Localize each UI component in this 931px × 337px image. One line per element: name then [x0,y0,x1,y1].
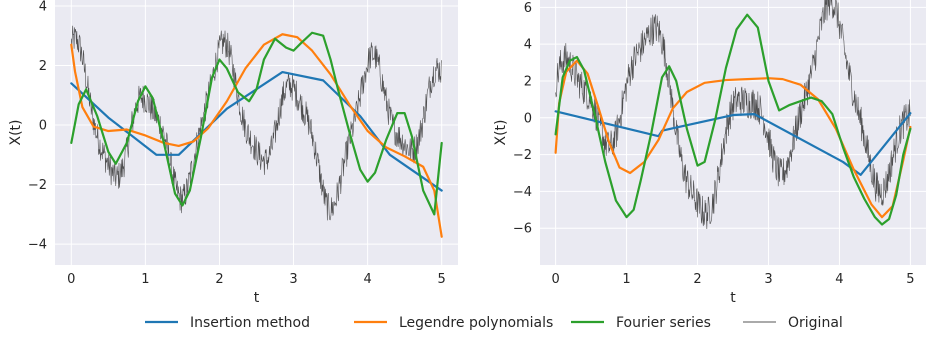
legendre-polynomials-series-line [70,33,443,238]
plot-lines [70,25,443,238]
x-tick-label: 0 [67,272,75,287]
right-panel: 0 1 2 3 4 5 −6 −4 −2 0 2 4 6 t X(t) [493,0,926,306]
y-tick-label: 6 [524,1,532,16]
y-tick-label: 4 [39,0,47,14]
y-tick-label: 2 [39,59,47,74]
legend: Insertion method Legendre polynomials Four… [145,315,843,331]
x-tick-label: 2 [693,272,701,287]
fourier-series-series-line [70,31,443,216]
left-panel: 0 1 2 3 4 5 −4 −2 0 2 4 t X(t) [8,0,458,306]
y-tick-label: −4 [513,185,532,200]
insertion-method-series-line [554,110,912,176]
y-tick-label: 4 [524,38,532,53]
original-series-line [71,25,442,221]
x-tick-label: 0 [551,272,559,287]
x-tick-label: 1 [622,272,630,287]
x-tick-label: 3 [289,272,297,287]
y-tick-label: 2 [524,74,532,89]
plot-area [55,0,458,265]
x-tick-label: 3 [764,272,772,287]
plot-lines [554,0,912,230]
x-tick-label: 4 [835,272,843,287]
y-axis-label: X(t) [8,119,24,145]
x-tick-label: 5 [906,272,914,287]
x-tick-label: 1 [141,272,149,287]
original-series-line [555,0,911,230]
y-tick-label: −6 [513,222,532,237]
legend-label: Legendre polynomials [399,315,553,331]
x-tick-label: 5 [438,272,446,287]
x-axis-label: t [254,290,260,306]
y-tick-label: 0 [524,111,532,126]
y-tick-label: −2 [513,148,532,163]
x-axis-label: t [730,290,736,306]
y-tick-label: 0 [39,119,47,134]
x-tick-label: 4 [363,272,371,287]
y-axis-label: X(t) [493,119,509,145]
legend-label: Fourier series [616,315,711,331]
fourier-series-series-line [554,13,912,226]
legend-label: Insertion method [190,315,310,331]
y-tick-label: −2 [28,178,47,193]
legend-label: Original [788,315,843,331]
legendre-polynomials-series-line [554,59,912,219]
x-tick-label: 2 [215,272,223,287]
y-tick-label: −4 [28,238,47,253]
